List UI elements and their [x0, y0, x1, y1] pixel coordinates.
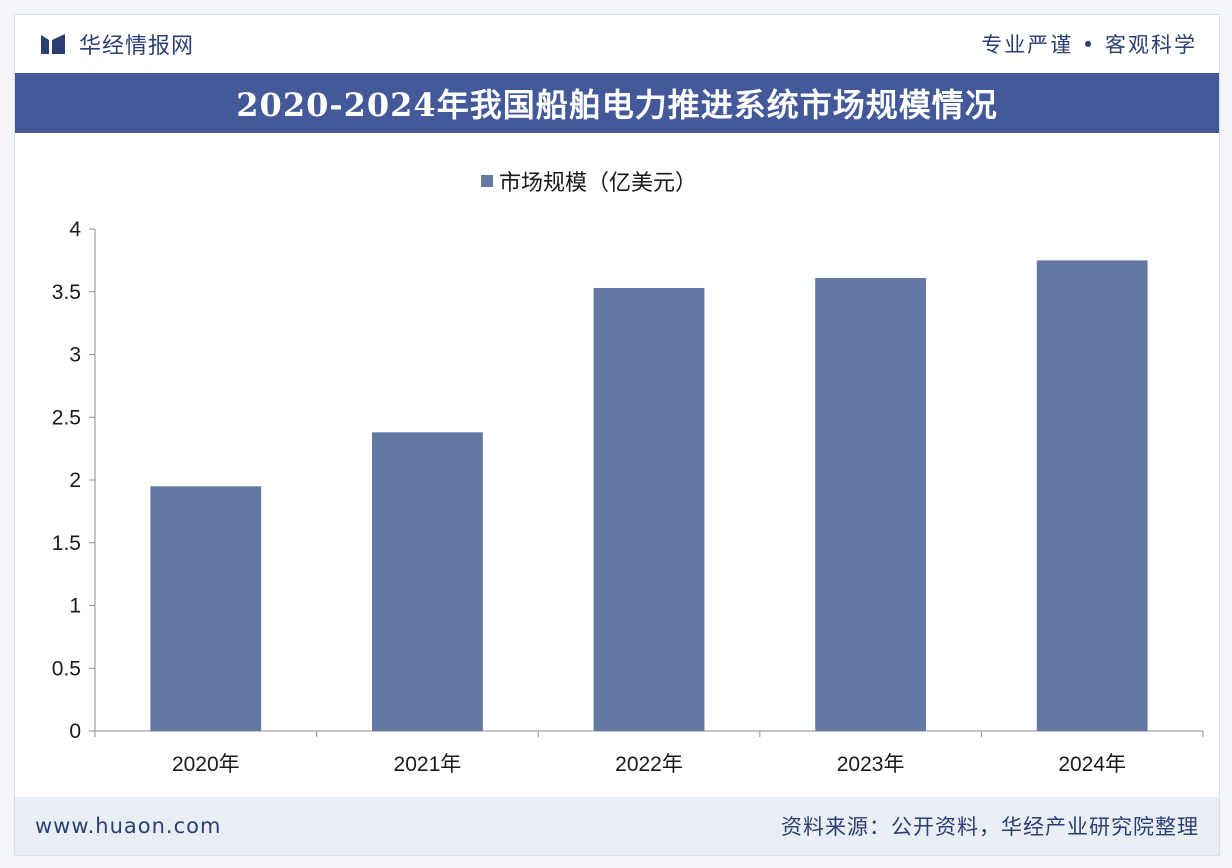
title-bar: 2020-2024年我国船舶电力推进系统市场规模情况 [15, 73, 1219, 133]
footer-bar: www.huaon.com 资料来源：公开资料，华经产业研究院整理 [15, 797, 1219, 855]
x-tick-label: 2020年 [172, 753, 240, 776]
bar [815, 277, 926, 731]
x-tick-label: 2024年 [1058, 753, 1126, 776]
x-tick-label: 2021年 [394, 753, 462, 776]
y-tick-label: 0.5 [52, 657, 81, 680]
slogan: 专业严谨 • 客观科学 [981, 33, 1197, 57]
brand: 华经情报网 [39, 28, 194, 60]
y-tick-label: 0 [69, 720, 81, 743]
bar [372, 432, 483, 731]
y-tick-label: 2.5 [52, 406, 81, 429]
chart-title: 2020-2024年我国船舶电力推进系统市场规模情况 [236, 86, 998, 124]
figure-frame: 华经情报网 专业严谨 • 客观科学 2020-2024年我国船舶电力推进系统市场… [14, 14, 1220, 856]
x-tick-label: 2022年 [615, 753, 683, 776]
y-tick-label: 4 [69, 218, 81, 241]
legend-label: 市场规模（亿美元） [499, 171, 697, 196]
y-tick-label: 3.5 [52, 281, 81, 304]
bar-chart: 市场规模（亿美元） 0 0.5 1 1.5 2 2.5 3 3.5 4 2020年 2021年 2022… [52, 171, 1204, 776]
bar [1036, 260, 1148, 731]
legend-swatch [481, 175, 493, 187]
y-tick-label: 1 [69, 595, 81, 618]
y-tick-label: 3 [69, 344, 81, 367]
brand-logo-icon [41, 34, 65, 54]
top-bar: 华经情报网 专业严谨 • 客观科学 [15, 15, 1219, 73]
x-tick-label: 2023年 [837, 753, 905, 776]
source-note: 资料来源：公开资料，华经产业研究院整理 [781, 815, 1199, 839]
brand-name: 华经情报网 [79, 34, 195, 59]
site-url: www.huaon.com [35, 814, 222, 838]
bar [593, 287, 705, 731]
bar [150, 486, 262, 731]
y-tick-label: 1.5 [52, 532, 81, 555]
y-tick-label: 2 [69, 469, 81, 492]
